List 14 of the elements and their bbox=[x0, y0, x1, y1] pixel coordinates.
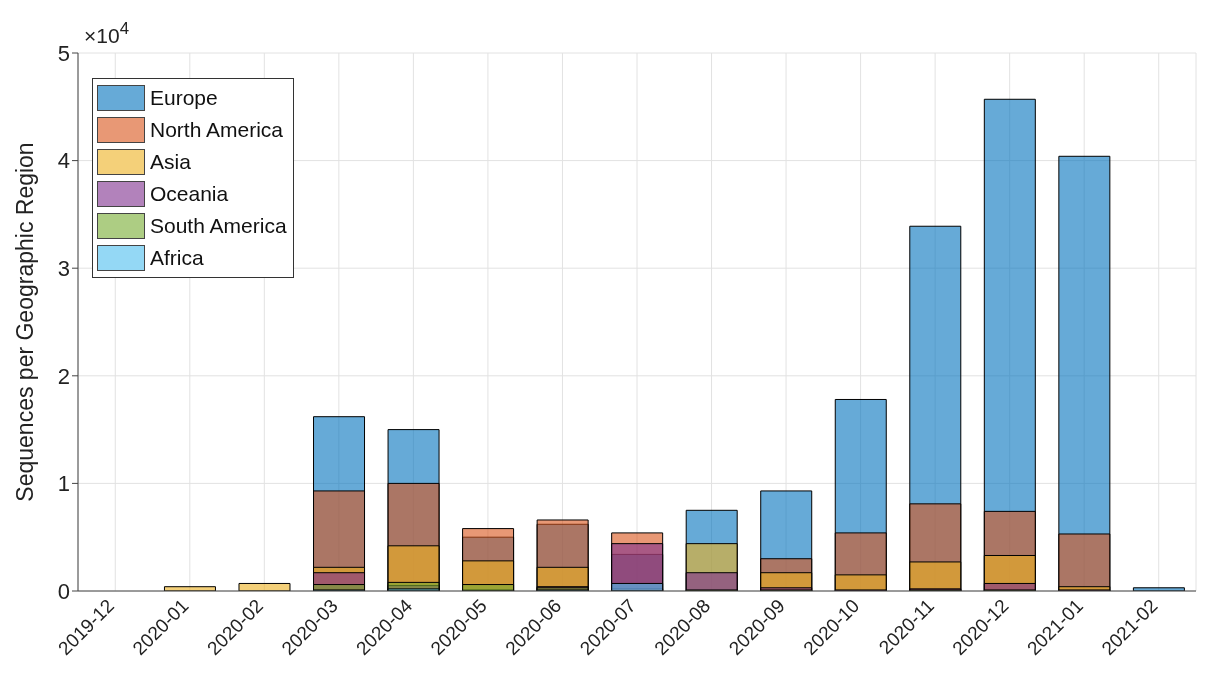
y-tick-label: 2 bbox=[57, 363, 70, 389]
y-tick-label: 4 bbox=[57, 148, 70, 174]
y-tick-label: 1 bbox=[57, 471, 70, 497]
y-tick-label: 5 bbox=[57, 40, 70, 66]
y-axis-title: Sequences per Geographic Region bbox=[12, 142, 39, 502]
legend-label: Africa bbox=[149, 245, 205, 271]
legend-label: Europe bbox=[149, 85, 219, 111]
y-tick-label: 3 bbox=[57, 256, 70, 282]
text: ×10$^{4}$ bbox=[84, 18, 129, 47]
y-tick-label: 0 bbox=[57, 578, 70, 604]
legend-label: Oceania bbox=[149, 181, 230, 207]
legend-label: North America bbox=[149, 117, 285, 143]
legend-label: Asia bbox=[149, 149, 192, 175]
legend-label: South America bbox=[149, 213, 287, 239]
